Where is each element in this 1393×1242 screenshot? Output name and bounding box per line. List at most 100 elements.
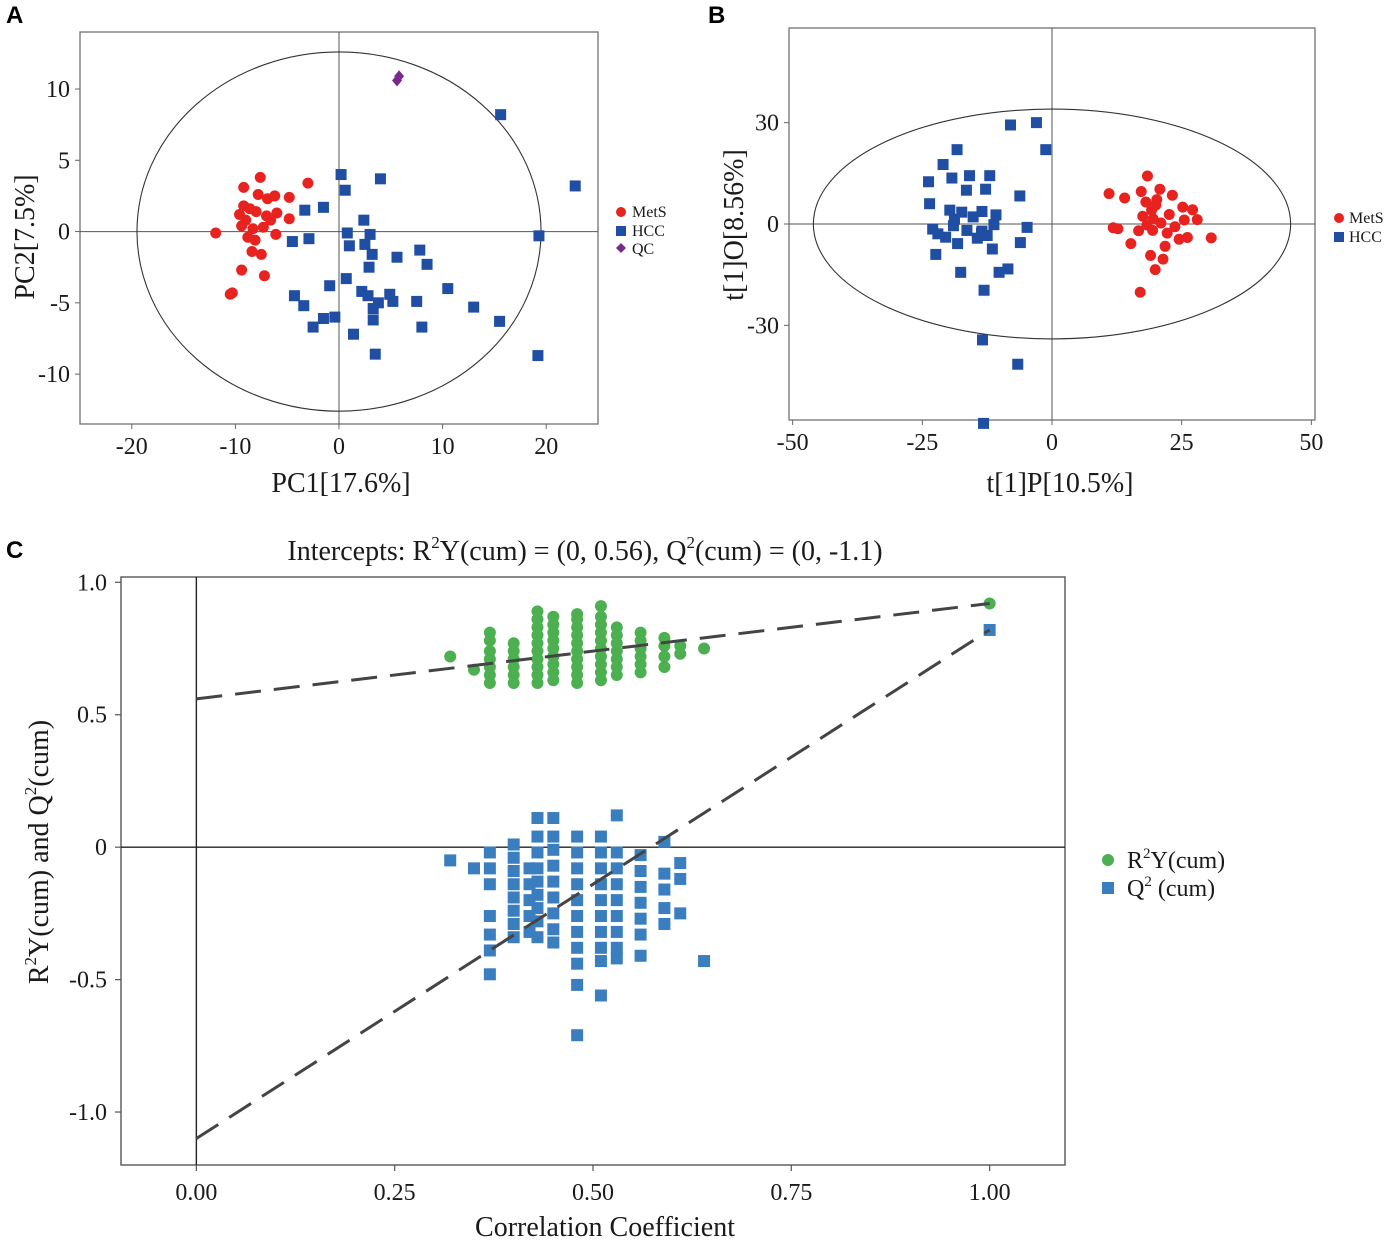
b-point-hcc [964,170,976,182]
c-point-q2 [547,843,560,856]
a-point-hcc [343,240,355,252]
b-point-mets [1181,232,1193,244]
b-point-mets [1155,217,1167,229]
b-point-mets [1205,232,1217,244]
c-point-q2 [483,928,496,941]
c-point-q2 [634,865,647,877]
c-point-r2y [610,621,623,634]
c-point-q2 [594,989,607,1002]
b-point-mets [1112,223,1124,235]
c-point-q2 [547,875,560,888]
b-point-mets [1166,189,1178,201]
legend-mets-label: MetS [1349,210,1384,227]
legend-q2-marker [1102,882,1114,894]
c-point-q2 [507,865,520,877]
b-x-tick-label: -25 [906,430,938,456]
b-hotelling-ellipse [812,108,1292,340]
a-point-mets [240,214,252,226]
c-point-r2y [444,650,457,663]
c-point-r2y [634,626,647,639]
a-point-hcc [442,283,454,295]
b-point-hcc [923,176,935,188]
c-point-q2 [610,941,623,954]
a-x-tick-label: -20 [116,434,148,460]
a-point-hcc [348,328,360,340]
ylabel-sup-a: 2 [21,957,40,966]
c-point-q2 [547,859,560,872]
c-point-q2 [531,875,544,888]
panel-c-axes [121,577,1065,1165]
b-x-tick-label: 50 [1299,430,1323,456]
c-point-q2 [483,968,496,981]
panel-c-permutation-test: 0.00 0.25 0.50 0.75 1.00 1.00.50-0.5-1.0 Int… [21,533,1225,1242]
a-point-hcc [384,288,396,300]
c-point-q2 [610,910,623,923]
a-point-hcc [299,204,311,216]
c-point-q2 [531,830,544,843]
c-point-q2 [610,925,623,938]
panel-a-pca-scores: -20 -10 0 10 20 10 5 0 -5 -10 PC1[17.6%] PC2[7.5… [10,31,667,499]
a-point-hcc [367,314,379,326]
ylabel-part-a: R [24,965,55,984]
a-point-mets [265,214,277,226]
a-point-mets [258,270,270,282]
a-point-hcc [335,169,347,181]
panel-b-x-axis-title: t[1]P[10.5%] [987,468,1134,499]
b-point-hcc [990,209,1002,221]
a-point-mets [210,227,222,239]
b-point-mets [1145,249,1157,261]
c-point-r2y [531,605,544,618]
b-point-hcc [947,220,959,232]
b-point-mets [1173,233,1185,245]
a-point-mets [250,206,262,218]
a-point-hcc [286,236,298,248]
b-point-hcc [1012,358,1024,370]
c-point-q2 [507,878,520,891]
c-point-q2 [634,949,647,962]
b-point-hcc [960,184,972,196]
b-point-hcc [1002,263,1014,275]
b-point-hcc [956,206,968,218]
a-point-mets [254,171,266,183]
title-sup-2: 2 [686,533,695,552]
b-point-hcc [1030,117,1042,129]
b-point-mets [1151,194,1163,206]
a-x-tick-label: 0 [333,434,345,460]
c-x-tick-label: 0.75 [770,1180,812,1206]
c-point-q2 [594,941,607,954]
panel-a-x-tick-labels: -20 -10 0 10 20 [116,424,558,460]
c-point-r2y [507,637,520,650]
a-point-hcc [363,261,375,273]
panel-c-regression-lines [195,601,991,1140]
c-point-q2 [594,925,607,938]
c-point-q2 [571,878,584,891]
c-y-tick-label: -1.0 [69,1100,107,1126]
a-point-mets [247,223,259,235]
legend-qc-marker [616,243,626,253]
b-point-mets [1191,214,1203,226]
c-x-tick-label: 0.50 [572,1180,614,1206]
a-y-tick-label: -5 [50,291,70,317]
legend-hcc-marker [616,226,626,236]
legend-qc-label: QC [632,241,654,258]
b-point-hcc [1014,190,1026,202]
a-point-mets [271,207,283,219]
b-point-hcc [924,198,936,210]
c-point-q2 [658,883,671,896]
legend-r2y-sup: 2 [1143,846,1151,862]
b-point-mets [1141,170,1153,182]
panel-c-x-axis-title: Correlation Coefficient [475,1212,735,1242]
b-point-hcc [1040,144,1052,156]
c-point-q2 [674,872,687,885]
c-point-r2y [674,639,687,652]
c-point-q2 [571,846,584,859]
c-point-q2 [571,830,584,843]
b-point-hcc [984,170,996,182]
b-point-hcc [940,231,952,243]
a-point-mets [255,248,267,260]
ylabel-part-b: Y(cum) and Q [24,795,55,957]
a-point-hcc [341,227,353,239]
b-point-hcc [988,219,1000,231]
c-point-q2 [483,862,496,875]
b-point-hcc [976,334,988,346]
